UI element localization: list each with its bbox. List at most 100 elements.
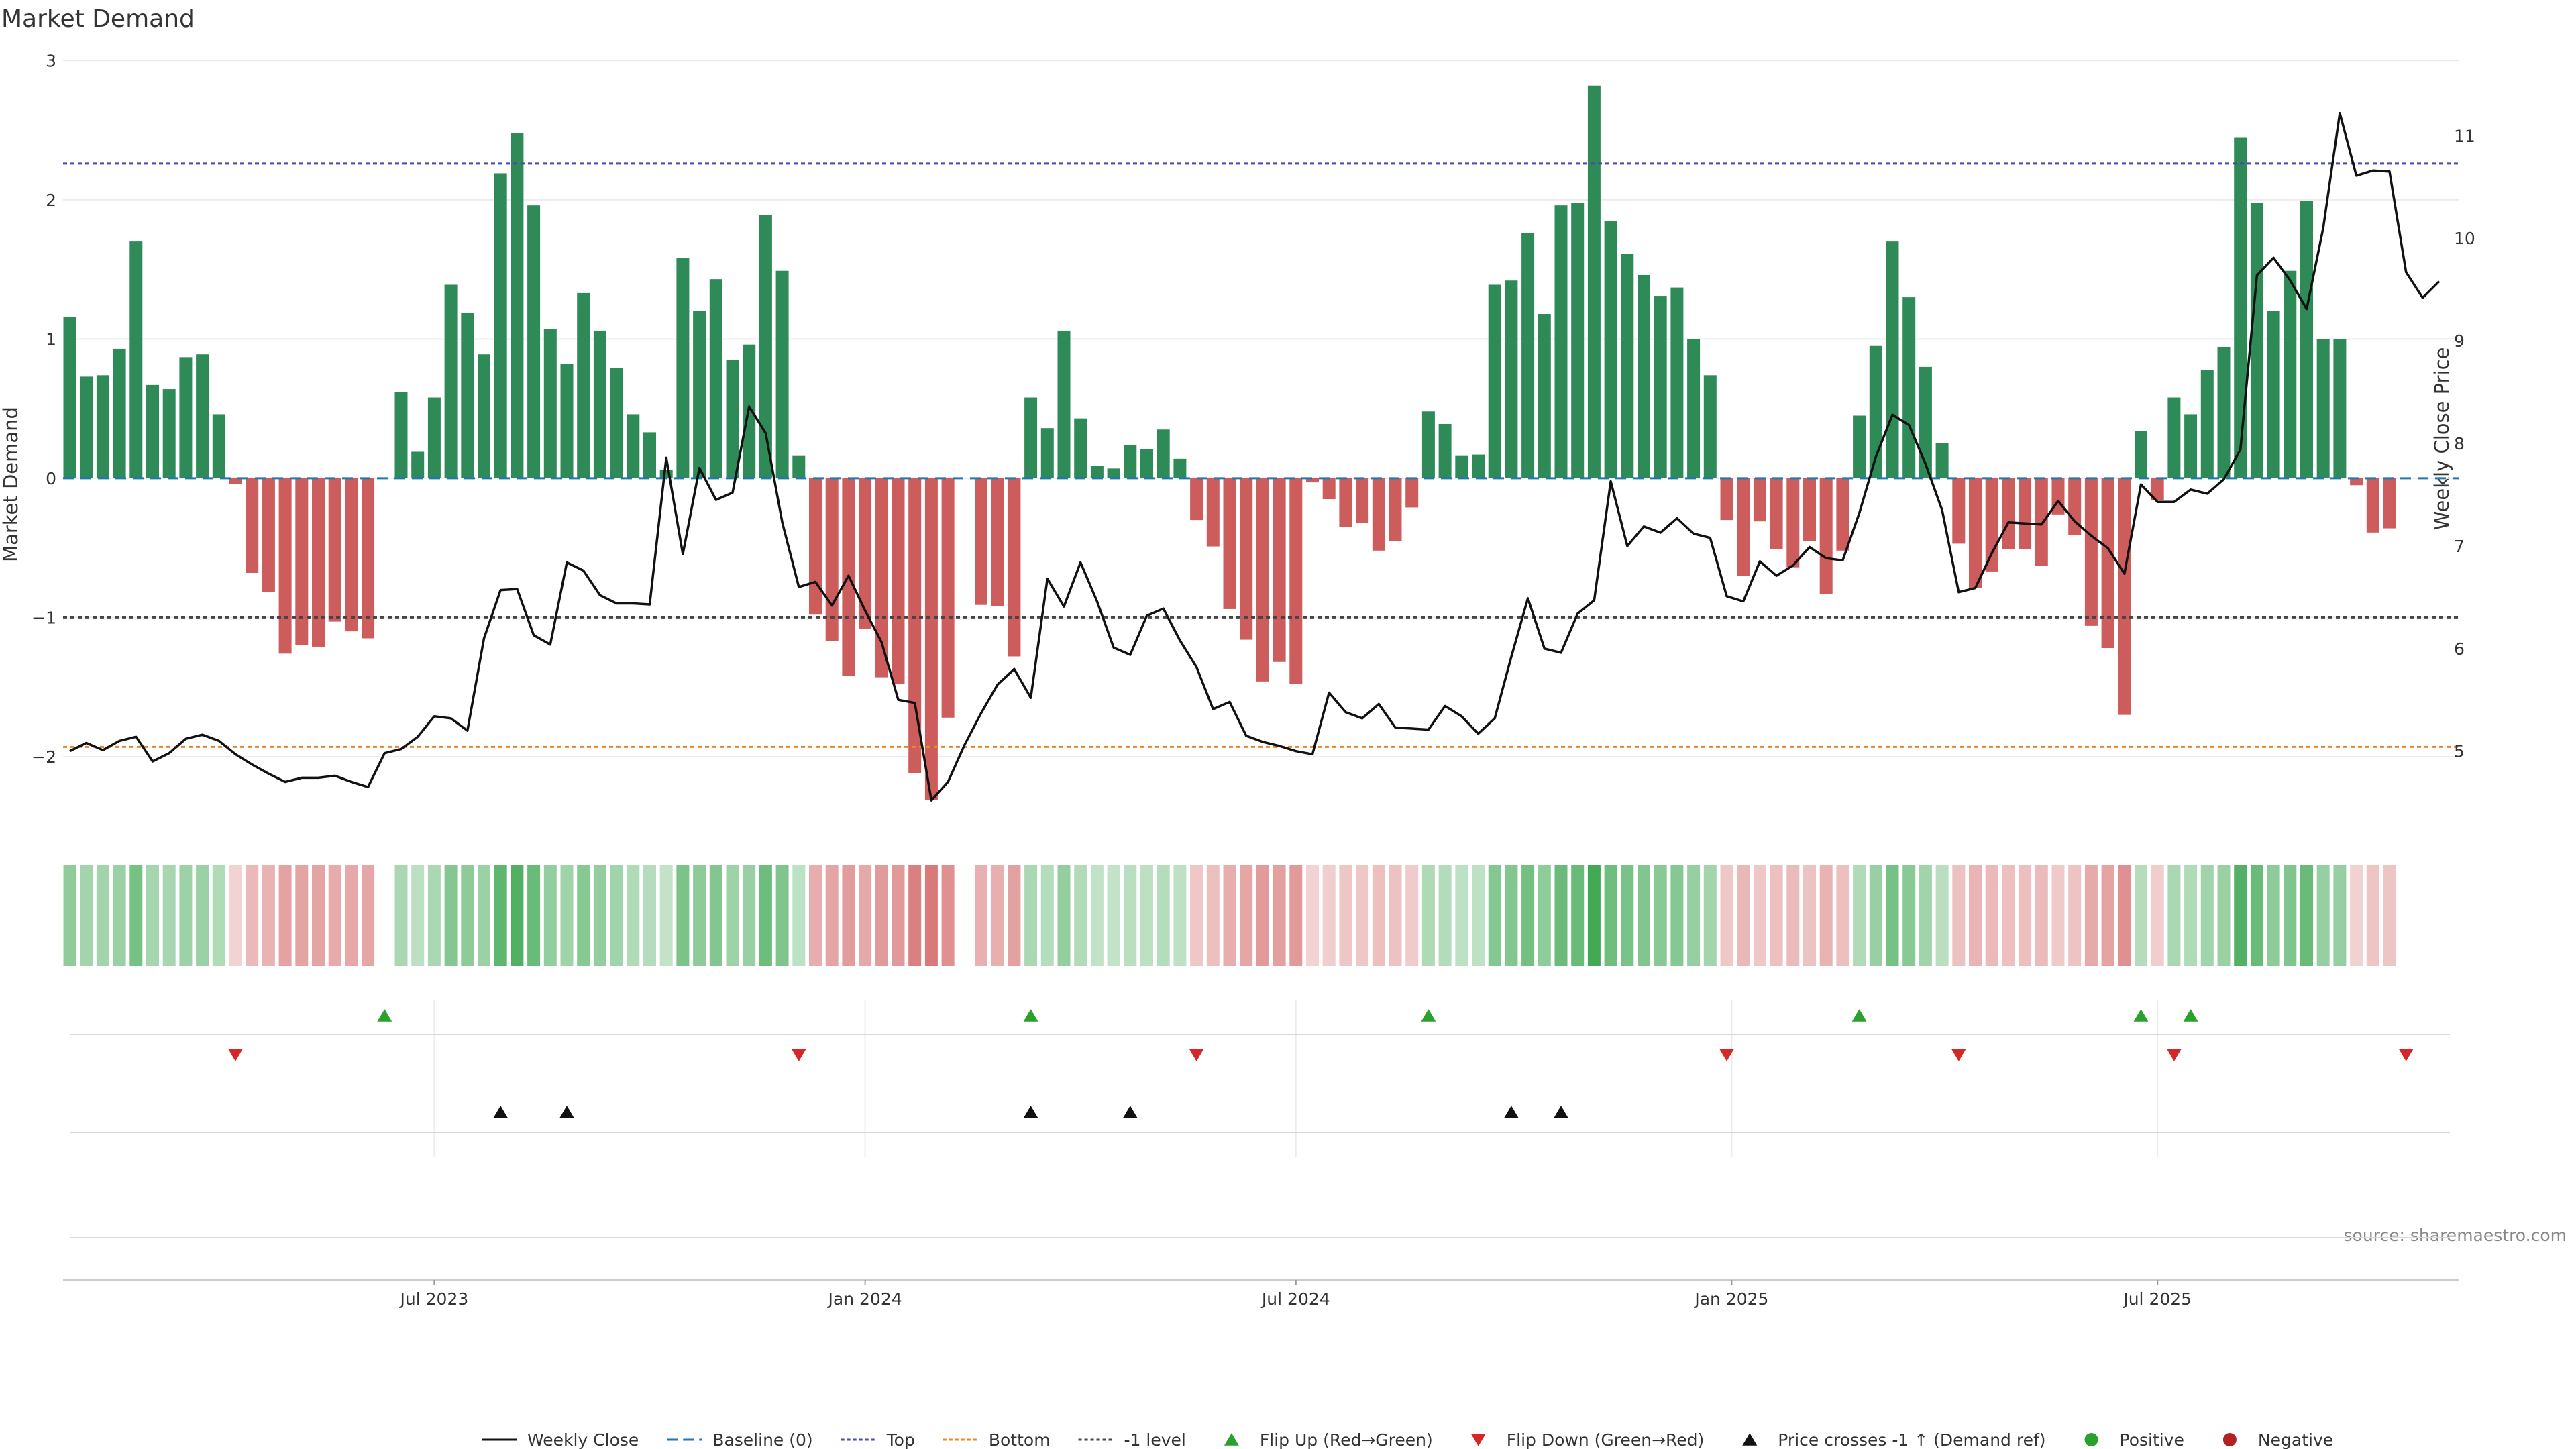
demand-bar [229,478,242,484]
demand-bar [1322,478,1336,499]
demand-bar [1057,330,1071,478]
strip-cell-negative [1786,865,1800,966]
demand-bar [875,478,888,678]
strip-cell-negative [2068,865,2082,966]
left-tick-label: 3 [46,51,56,70]
demand-bar [1587,85,1601,478]
strip-cell-negative [229,865,242,966]
legend-swatch-dot [2222,1433,2237,1446]
strip-cell-negative [1289,865,1303,966]
demand-bar [1124,445,1137,478]
strip-cell-negative [2101,865,2114,966]
demand-bar [709,279,722,478]
strip-cell-negative [1405,865,1419,966]
strip-cell-positive [162,865,176,966]
demand-bar [1969,478,1982,588]
demand-bar [461,312,474,478]
strip-cell-positive [1074,865,1087,966]
strip-cell-negative [262,865,275,966]
strip-cell-positive [792,865,806,966]
strip-cell-positive [1654,865,1667,966]
demand-heat-strip [63,865,2396,966]
strip-cell-negative [2019,865,2032,966]
left-tick-label: −2 [32,747,56,767]
demand-bar [775,270,789,478]
strip-cell-negative [924,865,938,966]
strip-cell-negative [2084,865,2098,966]
strip-cell-negative [2383,865,2396,966]
strip-cell-positive [726,865,739,966]
demand-bar [278,478,292,654]
strip-cell-positive [2234,865,2247,966]
demand-bar [627,414,640,478]
demand-bar [1090,466,1104,478]
demand-bar [1107,468,1120,478]
demand-bar [1074,418,1087,478]
strip-cell-positive [1902,865,1916,966]
strip-cell-positive [1935,865,1949,966]
strip-cell-positive [511,865,524,966]
demand-bar [593,330,606,478]
strip-cell-positive [411,865,425,966]
strip-cell-positive [1521,865,1535,966]
demand-bar [2002,478,2015,549]
strip-cell-positive [212,865,225,966]
demand-bar [1240,478,1253,640]
legend-label: Top [886,1430,915,1449]
demand-bar [1786,478,1800,568]
chart-title: Market Demand [1,5,195,33]
strip-cell-positive [1173,865,1187,966]
demand-bar [1853,415,1866,478]
strip-cell-negative [1952,865,1966,966]
strip-cell-positive [1853,865,1866,966]
strip-cell-positive [478,865,490,966]
legend-label: Positive [2120,1430,2184,1449]
demand-bar [246,478,259,573]
demand-bar [1289,478,1303,684]
strip-cell-positive [2250,865,2263,966]
strip-cell-negative [1372,865,1385,966]
strip-cell-negative [991,865,1004,966]
demand-bar [1488,284,1501,478]
x-tick-label: Jan 2024 [827,1289,902,1309]
legend-label: Negative [2258,1430,2333,1449]
flip-down-marker [1951,1049,1966,1061]
strip-cell-negative [1356,865,1369,966]
demand-bar [1952,478,1966,544]
legend-label: Price crosses -1 ↑ (Demand ref) [1778,1430,2045,1449]
demand-bar [1654,296,1667,478]
price-cross-marker [1122,1106,1138,1118]
right-tick-label: 10 [2454,229,2475,248]
strip-cell-positive [2184,865,2198,966]
demand-bar [162,389,176,478]
demand-bar [2383,478,2396,529]
strip-cell-positive [1040,865,1054,966]
strip-cell-negative [2366,865,2379,966]
strip-cell-positive [96,865,109,966]
price-cross-marker [493,1106,508,1118]
strip-cell-negative [1770,865,1783,966]
demand-bar [1223,478,1236,609]
demand-bar [1356,478,1369,523]
demand-bar [859,478,872,629]
demand-bar [1190,478,1203,521]
demand-bar [129,241,143,478]
strip-cell-positive [527,865,541,966]
strip-cell-positive [593,865,606,966]
demand-bar [328,478,341,622]
demand-bar [2366,478,2379,533]
demand-bar [1985,478,1998,572]
demand-bar [2234,137,2247,478]
strip-cell-negative [1306,865,1319,966]
demand-bar [2019,478,2032,549]
strip-cell-negative [825,865,839,966]
strip-cell-negative [809,865,822,966]
price-cross-marker [1554,1106,1568,1118]
x-tick-label: Jul 2024 [1260,1289,1330,1309]
demand-bar [1405,478,1419,508]
event-markers [70,1009,2450,1238]
price-cross-marker [1023,1106,1038,1118]
strip-cell-positive [1505,865,1518,966]
demand-bar [924,478,938,800]
strip-cell-negative [1969,865,1982,966]
